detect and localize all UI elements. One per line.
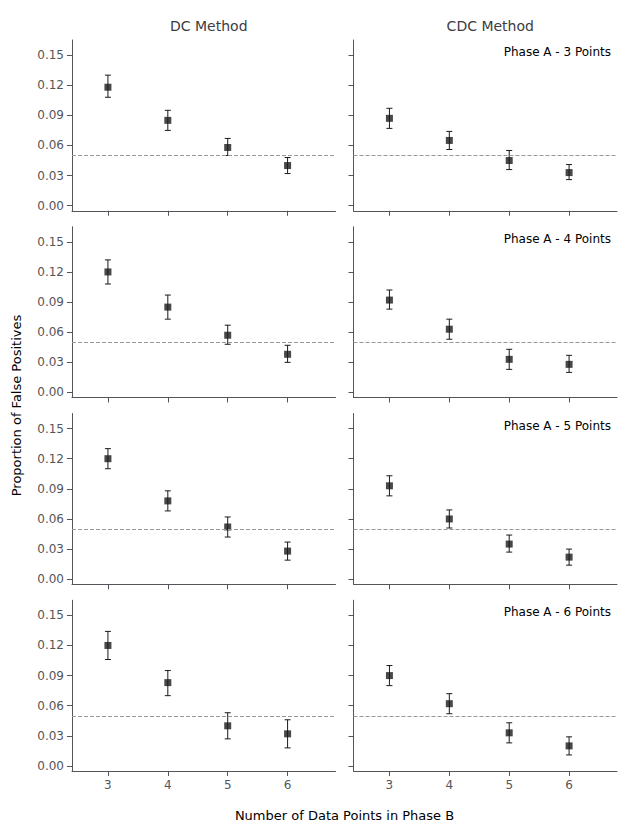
svg-text:3: 3 bbox=[104, 778, 112, 792]
svg-text:4: 4 bbox=[445, 778, 453, 792]
svg-text:DC Method: DC Method bbox=[170, 18, 248, 34]
svg-text:0.12: 0.12 bbox=[37, 265, 64, 279]
svg-text:0.09: 0.09 bbox=[37, 669, 64, 683]
svg-text:0.06: 0.06 bbox=[37, 325, 64, 339]
svg-text:CDC Method: CDC Method bbox=[447, 18, 534, 34]
svg-text:0.12: 0.12 bbox=[37, 638, 64, 652]
svg-text:3: 3 bbox=[386, 778, 394, 792]
svg-text:0.09: 0.09 bbox=[37, 482, 64, 496]
svg-text:Phase A - 4 Points: Phase A - 4 Points bbox=[504, 232, 611, 246]
svg-text:0.00: 0.00 bbox=[37, 759, 64, 773]
svg-text:Phase A - 6 Points: Phase A - 6 Points bbox=[504, 605, 611, 619]
svg-text:0.03: 0.03 bbox=[37, 169, 64, 183]
svg-text:0.06: 0.06 bbox=[37, 512, 64, 526]
svg-text:0.03: 0.03 bbox=[37, 542, 64, 556]
svg-text:4: 4 bbox=[164, 778, 172, 792]
svg-text:0.00: 0.00 bbox=[37, 385, 64, 399]
svg-text:Phase A - 3 Points: Phase A - 3 Points bbox=[504, 45, 611, 59]
svg-text:0.15: 0.15 bbox=[37, 235, 64, 249]
svg-text:6: 6 bbox=[565, 778, 573, 792]
svg-text:0.15: 0.15 bbox=[37, 608, 64, 622]
svg-text:5: 5 bbox=[224, 778, 232, 792]
svg-text:0.09: 0.09 bbox=[37, 108, 64, 122]
svg-text:Proportion of False Positives: Proportion of False Positives bbox=[9, 315, 24, 497]
svg-text:5: 5 bbox=[505, 778, 513, 792]
svg-text:0.15: 0.15 bbox=[37, 48, 64, 62]
svg-text:0.00: 0.00 bbox=[37, 199, 64, 213]
svg-text:0.06: 0.06 bbox=[37, 138, 64, 152]
svg-text:Phase A - 5 Points: Phase A - 5 Points bbox=[504, 419, 611, 433]
svg-text:6: 6 bbox=[284, 778, 292, 792]
svg-text:0.03: 0.03 bbox=[37, 355, 64, 369]
svg-text:0.06: 0.06 bbox=[37, 699, 64, 713]
svg-text:0.09: 0.09 bbox=[37, 295, 64, 309]
svg-text:0.12: 0.12 bbox=[37, 452, 64, 466]
svg-text:Number of Data Points in Phase: Number of Data Points in Phase B bbox=[235, 808, 454, 823]
svg-text:0.12: 0.12 bbox=[37, 78, 64, 92]
svg-text:0.03: 0.03 bbox=[37, 729, 64, 743]
svg-text:0.15: 0.15 bbox=[37, 422, 64, 436]
svg-text:0.00: 0.00 bbox=[37, 572, 64, 586]
